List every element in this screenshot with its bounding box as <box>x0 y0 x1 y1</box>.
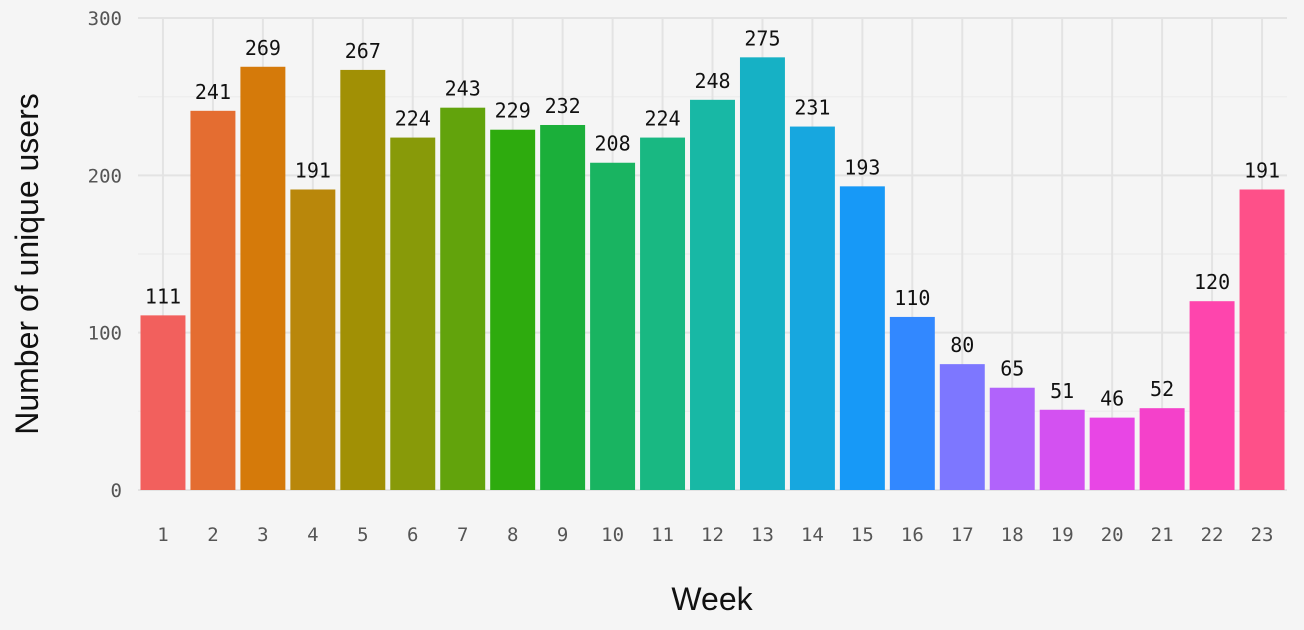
x-tick-label: 3 <box>257 524 268 546</box>
x-tick-label: 8 <box>507 524 518 546</box>
bar <box>989 387 1035 490</box>
bar <box>1139 408 1185 490</box>
x-tick-label: 1 <box>157 524 168 546</box>
x-tick-label: 16 <box>901 524 924 546</box>
bar <box>1089 417 1135 490</box>
data-label: 275 <box>744 26 780 50</box>
data-label: 241 <box>195 80 231 104</box>
bar <box>190 110 236 491</box>
data-label: 193 <box>844 155 880 179</box>
y-tick-label: 300 <box>88 8 122 30</box>
bar <box>889 316 935 490</box>
bar <box>839 186 885 490</box>
data-label: 208 <box>595 132 631 156</box>
x-tick-label: 2 <box>207 524 218 546</box>
data-label: 110 <box>894 286 930 310</box>
data-label: 232 <box>545 94 581 118</box>
data-label: 243 <box>445 77 481 101</box>
bar <box>789 126 835 490</box>
x-tick-label: 20 <box>1101 524 1124 546</box>
data-label: 65 <box>1000 357 1024 381</box>
y-axis-title: Number of unique users <box>9 93 45 435</box>
data-label: 191 <box>295 158 331 182</box>
bar <box>290 189 336 490</box>
x-tick-label: 14 <box>801 524 824 546</box>
data-label: 51 <box>1050 379 1074 403</box>
data-label: 269 <box>245 36 281 60</box>
x-tick-label: 5 <box>357 524 368 546</box>
x-tick-label: 9 <box>557 524 568 546</box>
x-axis-title: Week <box>671 581 753 617</box>
bar <box>440 107 486 491</box>
x-tick-label: 13 <box>751 524 774 546</box>
x-tick-label: 19 <box>1051 524 1074 546</box>
bar <box>340 69 386 491</box>
y-tick-label: 0 <box>111 480 122 502</box>
data-label: 231 <box>794 96 830 120</box>
data-label: 224 <box>644 107 680 131</box>
data-label: 46 <box>1100 387 1124 411</box>
bars <box>140 57 1285 491</box>
bar <box>140 315 186 490</box>
bar <box>739 57 785 490</box>
x-tick-label: 18 <box>1001 524 1024 546</box>
bar <box>390 137 436 490</box>
x-tick-label: 17 <box>951 524 974 546</box>
data-label: 80 <box>950 333 974 357</box>
bar <box>240 66 286 491</box>
bar <box>1189 301 1235 490</box>
x-axis-ticks: 1 2 3 4 5 6 7 8 9 10 11 12 13 14 15 16 17 18 19 20 21 22 23 <box>157 524 1273 546</box>
x-tick-label: 6 <box>407 524 418 546</box>
x-tick-label: 23 <box>1251 524 1274 546</box>
bar <box>540 124 586 490</box>
x-tick-label: 7 <box>457 524 468 546</box>
x-tick-label: 4 <box>307 524 318 546</box>
data-label: 248 <box>694 69 730 93</box>
bar <box>590 162 636 490</box>
y-tick-label: 200 <box>88 165 122 187</box>
x-tick-label: 10 <box>601 524 624 546</box>
x-tick-label: 12 <box>701 524 724 546</box>
data-label: 267 <box>345 39 381 63</box>
data-label: 52 <box>1150 377 1174 401</box>
x-tick-label: 15 <box>851 524 874 546</box>
y-tick-label: 100 <box>88 323 122 345</box>
bar <box>640 137 686 490</box>
x-tick-label: 22 <box>1201 524 1224 546</box>
bar <box>490 129 536 490</box>
bar <box>1239 189 1285 490</box>
y-axis-ticks: 0 100 200 300 <box>88 8 122 502</box>
data-label: 111 <box>145 284 181 308</box>
data-label: 191 <box>1244 158 1280 182</box>
x-tick-label: 11 <box>651 524 674 546</box>
data-label: 229 <box>495 99 531 123</box>
data-labels: 111 241 269 191 267 224 243 229 232 208 224 248 275 2… <box>145 26 1280 410</box>
data-label: 120 <box>1194 270 1230 294</box>
x-tick-label: 21 <box>1151 524 1174 546</box>
bar <box>939 364 985 490</box>
bar <box>1039 409 1085 490</box>
data-label: 224 <box>395 107 431 131</box>
bar <box>690 99 735 491</box>
